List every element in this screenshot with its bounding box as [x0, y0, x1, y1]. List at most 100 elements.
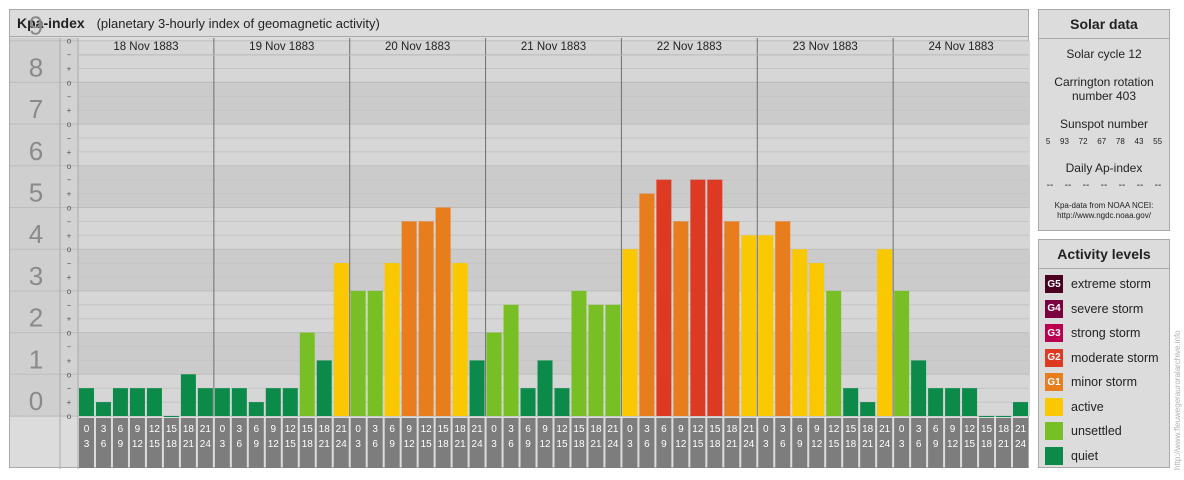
interval-start-label: 15 — [981, 424, 993, 435]
kpa-chart-panel: Kpa-index (planetary 3-hourly index of g… — [9, 9, 1030, 469]
carrington-line-1: Carrington rotation — [1054, 75, 1154, 89]
x-label-cell — [860, 418, 876, 468]
kp-bar — [299, 332, 315, 416]
day-label: 24 Nov 1883 — [928, 41, 993, 53]
y-tick-label: 4 — [29, 219, 43, 249]
minor-tick-label: − — [67, 343, 72, 352]
solar-cycle: Solar cycle 12 — [1066, 47, 1142, 61]
x-label-cell — [503, 418, 519, 468]
kp-bar — [860, 402, 876, 416]
x-label-cell — [486, 418, 502, 468]
interval-end-label: 6 — [780, 439, 786, 450]
minor-tick-label: o — [67, 204, 72, 213]
kp-bar — [418, 221, 434, 416]
x-label-cell — [214, 418, 230, 468]
interval-end-label: 15 — [149, 439, 161, 450]
interval-start-label: 21 — [200, 424, 212, 435]
sunspot-value: 5 — [1045, 137, 1051, 146]
interval-end-label: 21 — [590, 439, 602, 450]
interval-end-label: 6 — [372, 439, 378, 450]
ap-value: -- — [1136, 180, 1144, 191]
x-label-cell — [945, 418, 961, 468]
minor-tick-label: o — [67, 37, 72, 46]
interval-end-label: 18 — [302, 439, 314, 450]
interval-end-label: 6 — [101, 439, 107, 450]
kp-bar — [775, 221, 791, 416]
x-label-cell — [265, 418, 281, 468]
legend-swatch: G1 — [1045, 373, 1063, 391]
minor-tick-label: o — [67, 329, 72, 338]
minor-tick-label: + — [67, 148, 72, 157]
x-label-cell — [452, 418, 468, 468]
x-label-cell — [180, 418, 196, 468]
kp-bar — [877, 249, 893, 416]
x-label-cell — [1013, 418, 1028, 468]
legend-label: strong storm — [1071, 326, 1141, 340]
kp-bar — [622, 249, 638, 416]
interval-start-label: 12 — [149, 424, 161, 435]
minor-tick-label: o — [67, 370, 72, 379]
interval-end-label: 12 — [675, 439, 687, 450]
interval-end-label: 3 — [220, 439, 226, 450]
kp-bar — [809, 263, 825, 416]
x-label-cell — [401, 418, 417, 468]
interval-start-label: 15 — [573, 424, 585, 435]
interval-start-label: 18 — [590, 424, 602, 435]
minor-tick-label: + — [67, 398, 72, 407]
kp-bar — [758, 235, 774, 416]
x-label-cell — [690, 418, 706, 468]
x-label-cell — [435, 418, 451, 468]
y-axis-column — [10, 38, 60, 417]
x-label-cell — [248, 418, 264, 468]
interval-start-label: 21 — [879, 424, 891, 435]
minor-tick-label: o — [67, 245, 72, 254]
kp-bar — [1013, 402, 1028, 416]
x-label-cell — [282, 418, 298, 468]
chart-title: Kpa-index — [17, 15, 85, 31]
noaa-source-url[interactable]: http://www.ngdc.noaa.gov/ — [1057, 211, 1151, 220]
x-label-cell — [571, 418, 587, 468]
minor-tick-label: − — [67, 301, 72, 310]
minor-tick-label: + — [67, 106, 72, 115]
interval-end-label: 21 — [726, 439, 738, 450]
interval-end-label: 18 — [573, 439, 585, 450]
interval-start-label: 9 — [678, 424, 684, 435]
y-tick-label: 5 — [29, 178, 43, 208]
interval-end-label: 12 — [404, 439, 416, 450]
ap-value: -- — [1046, 180, 1054, 191]
interval-start-label: 12 — [828, 424, 840, 435]
legend-swatch — [1045, 422, 1063, 440]
interval-start-label: 21 — [607, 424, 619, 435]
kp-bar — [826, 290, 842, 416]
sunspot-value: 93 — [1060, 137, 1069, 146]
x-label-cell — [95, 418, 111, 468]
day-label: 18 Nov 1883 — [113, 41, 178, 53]
interval-end-label: 21 — [183, 439, 195, 450]
kp-band — [10, 249, 1030, 291]
x-label-cell — [469, 418, 485, 468]
minor-tick-label: + — [67, 231, 72, 240]
interval-start-label: 9 — [135, 424, 141, 435]
legend-swatch: G4 — [1045, 299, 1063, 318]
interval-end-label: 3 — [355, 439, 361, 450]
interval-start-label: 6 — [525, 424, 531, 435]
noaa-source-label: Kpa-data from NOAA NCEI: — [1054, 201, 1154, 210]
interval-end-label: 12 — [132, 439, 144, 450]
kp-bar — [282, 388, 298, 416]
y-tick-label: 8 — [29, 52, 43, 82]
kp-bar — [435, 207, 451, 416]
kp-bar — [571, 290, 587, 416]
minor-tick-label: + — [67, 315, 72, 324]
interval-start-label: 6 — [797, 424, 803, 435]
interval-start-label: 3 — [508, 424, 514, 435]
minor-tick-label: − — [67, 217, 72, 226]
kp-bar — [486, 332, 502, 416]
interval-end-label: 24 — [472, 439, 484, 450]
x-label-cell — [809, 418, 825, 468]
watermark: http://www.fleuwegerauroralarchive.info — [1173, 330, 1182, 470]
interval-end-label: 6 — [508, 439, 514, 450]
interval-end-label: 24 — [879, 439, 891, 450]
sunspot-value: 67 — [1097, 137, 1107, 146]
legend-label: moderate storm — [1071, 350, 1159, 365]
x-label-cell — [79, 418, 94, 468]
